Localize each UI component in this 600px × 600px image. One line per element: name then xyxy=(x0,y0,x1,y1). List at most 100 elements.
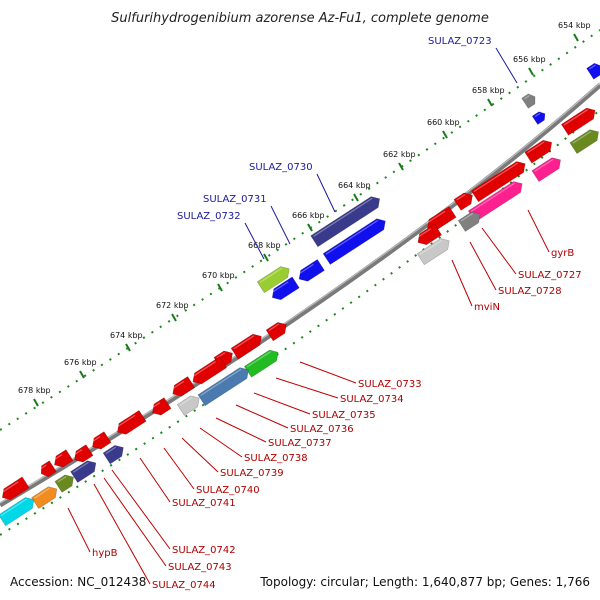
label-leader xyxy=(181,437,219,473)
kbp-tick-mark xyxy=(171,313,177,322)
label-leader xyxy=(93,483,151,585)
gene-arrow xyxy=(256,266,290,294)
kbp-ticks: 654 kbp 656 kbp 658 kbp 660 kbp 662 kbp 664 k… xyxy=(18,21,591,407)
gene-arrow xyxy=(265,322,287,342)
gene-arrow xyxy=(102,445,124,465)
kbp-tick-mark xyxy=(125,343,131,352)
kbp-tick-label: 666 kbp xyxy=(292,211,325,220)
kbp-tick-label: 672 kbp xyxy=(156,301,189,310)
gene-arrow xyxy=(531,111,546,125)
gene-label: SULAZ_0730 xyxy=(249,162,313,173)
gene-label: SULAZ_0740 xyxy=(196,485,260,496)
label-leader xyxy=(469,241,497,291)
kbp-tick-mark xyxy=(442,130,448,139)
genome-summary-text: Topology: circular; Length: 1,640,877 bp… xyxy=(259,575,590,589)
gene-arrow xyxy=(53,449,74,468)
label-leader xyxy=(199,427,243,458)
gene-arrow xyxy=(176,395,200,416)
gene-label: SULAZ_0728 xyxy=(498,286,562,297)
label-leader xyxy=(527,209,550,253)
kbp-tick-label: 668 kbp xyxy=(248,241,281,250)
gene-arrow xyxy=(310,196,381,248)
kbp-tick-label: 678 kbp xyxy=(18,386,51,395)
kbp-tick-label: 674 kbp xyxy=(110,331,143,340)
outer-ruler xyxy=(0,29,600,431)
gene-label: hypB xyxy=(92,548,118,559)
gene-label: SULAZ_0732 xyxy=(177,211,241,222)
gene-labels: SULAZ_0723 SULAZ_0730 SULAZ_0731 SULAZ_0732… xyxy=(92,36,582,591)
label-leader xyxy=(253,392,311,415)
gene-label: mviN xyxy=(474,302,500,313)
gene-arrow xyxy=(0,497,35,527)
gene-arrow xyxy=(171,376,196,397)
gene-label: SULAZ_0731 xyxy=(203,194,267,205)
gene-label: SULAZ_0723 xyxy=(428,36,492,47)
kbp-tick-label: 670 kbp xyxy=(202,271,235,280)
kbp-tick-label: 662 kbp xyxy=(383,150,416,159)
label-leader xyxy=(316,173,336,213)
kbp-tick-mark xyxy=(263,253,269,262)
gene-arrow xyxy=(560,107,596,136)
gene-label: SULAZ_0734 xyxy=(340,394,404,405)
gene-arrow xyxy=(1,476,30,501)
gene-label: SULAZ_0739 xyxy=(220,468,284,479)
gene-label: SULAZ_0742 xyxy=(172,545,236,556)
gene-arrow xyxy=(416,223,443,246)
gene-arrow xyxy=(54,474,74,493)
gene-arrow xyxy=(197,367,249,407)
kbp-tick-mark xyxy=(33,398,39,407)
gene-arrow xyxy=(569,129,599,155)
kbp-tick-mark xyxy=(573,33,579,42)
inner-ruler xyxy=(0,109,600,536)
gene-arrow xyxy=(297,259,325,282)
gene-arrow xyxy=(40,460,57,478)
kbp-tick-mark xyxy=(398,162,404,171)
label-leader xyxy=(451,259,473,307)
kbp-tick-mark xyxy=(487,98,493,107)
gene-arrow xyxy=(73,444,94,463)
gene-label: SULAZ_0737 xyxy=(268,438,332,449)
label-leader xyxy=(163,447,195,490)
gene-arrow xyxy=(524,139,553,164)
gene-label: SULAZ_0744 xyxy=(152,580,216,591)
label-leader xyxy=(111,469,171,550)
gene-arrow xyxy=(151,397,172,416)
map-title: Sulfurihydrogenibium azorense Az-Fu1, co… xyxy=(111,11,489,26)
label-leader xyxy=(103,477,167,567)
gene-label: SULAZ_0727 xyxy=(518,270,582,281)
kbp-tick-label: 664 kbp xyxy=(338,181,371,190)
gene-arrow xyxy=(531,157,561,183)
gene-label: SULAZ_0738 xyxy=(244,453,308,464)
kbp-tick-label: 656 kbp xyxy=(513,55,546,64)
gene-arrow xyxy=(191,356,228,385)
gene-label: SULAZ_0736 xyxy=(290,424,354,435)
gene-arrow xyxy=(322,218,386,265)
kbp-tick-mark xyxy=(528,67,534,76)
label-leader-lines xyxy=(67,47,550,585)
label-leader xyxy=(244,222,265,260)
label-leader xyxy=(139,457,171,503)
kbp-tick-mark xyxy=(217,283,223,292)
gene-label: SULAZ_0743 xyxy=(168,562,232,573)
gene-arrow xyxy=(243,349,279,378)
gene-arrow xyxy=(31,486,58,509)
label-leader xyxy=(275,377,339,399)
gene-arrow xyxy=(416,238,450,266)
label-leader xyxy=(270,205,291,245)
gene-arrow xyxy=(70,460,97,483)
gene-arrow xyxy=(271,276,300,301)
gene-arrow xyxy=(116,409,147,435)
kbp-tick-label: 676 kbp xyxy=(64,358,97,367)
gene-label: SULAZ_0733 xyxy=(358,379,422,390)
label-leader xyxy=(67,507,91,553)
gene-label: SULAZ_0741 xyxy=(172,498,236,509)
gene-features xyxy=(0,62,600,527)
gene-arrow xyxy=(230,333,262,360)
gene-label: SULAZ_0735 xyxy=(312,410,376,421)
kbp-tick-label: 660 kbp xyxy=(427,118,460,127)
gene-label: gyrB xyxy=(551,248,574,259)
gene-arrow xyxy=(457,211,481,232)
label-leader xyxy=(495,47,518,84)
label-leader xyxy=(481,227,517,275)
